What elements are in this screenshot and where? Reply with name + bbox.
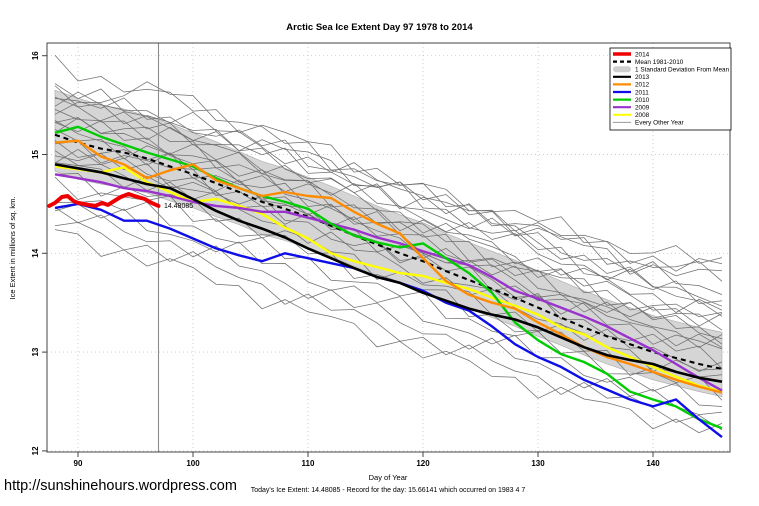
- x-tick-label-110: 110: [302, 459, 315, 468]
- series-2013: [54, 163, 723, 383]
- legend-entry-2014: 2014: [613, 51, 650, 58]
- series-mean-1981-2010: [54, 133, 723, 370]
- x-axis-label: Day of Year: [369, 473, 408, 482]
- legend-label: Every Other Year: [635, 120, 685, 127]
- series-2008: [54, 165, 723, 393]
- legend-label: 2009: [635, 105, 650, 112]
- today-extent-caption: Today's Ice Extent: 14.48085 - Record fo…: [251, 487, 526, 494]
- x-tick-label-100: 100: [186, 459, 200, 468]
- legend-entry-2008: 2008: [613, 112, 650, 119]
- y-tick-label-14: 14: [31, 248, 40, 257]
- every-other-year-line: [54, 117, 723, 307]
- every-other-year-line: [54, 96, 723, 327]
- legend-entry-2011: 2011: [613, 89, 649, 96]
- every-other-year-line: [54, 148, 723, 340]
- every-other-year-line: [54, 85, 723, 272]
- x-tick-label-130: 130: [531, 459, 545, 468]
- legend-label: Mean 1981-2010: [635, 59, 684, 66]
- every-other-year-line: [54, 81, 723, 282]
- every-other-year-line: [54, 153, 723, 369]
- std-dev-band: [54, 89, 723, 397]
- series-2014: [47, 192, 161, 208]
- legend-entry-2010: 2010: [613, 97, 650, 104]
- legend-entry-every-other-year: Every Other Year: [613, 120, 685, 127]
- y-tick-label-13: 13: [31, 347, 40, 356]
- legend-label: 2008: [635, 112, 650, 119]
- plot-border: [46, 42, 731, 453]
- every-other-year-line: [54, 207, 723, 415]
- legend-entry-2013: 2013: [613, 74, 650, 81]
- y-axis-label: Ice Extent in millions of sq. km.: [8, 197, 17, 300]
- every-other-year-line: [54, 140, 723, 318]
- page-title: Arctic Sea Ice Extent Day 97 1978 to 201…: [286, 22, 473, 33]
- site-url[interactable]: http://sunshinehours.wordpress.com: [4, 478, 237, 494]
- y-tick-label-15: 15: [31, 150, 40, 159]
- legend-label: 2013: [635, 74, 650, 81]
- series-2010: [54, 125, 723, 430]
- x-tick-label-90: 90: [74, 459, 83, 468]
- x-tick-label-140: 140: [646, 459, 660, 468]
- legend-label: 2014: [635, 51, 650, 58]
- every-other-year-line: [54, 150, 723, 372]
- every-other-year-line: [54, 222, 723, 431]
- legend-entry-1-standard-deviation-from-mean: 1 Standard Deviation From Mean: [613, 66, 730, 74]
- legend-label: 2010: [635, 97, 650, 104]
- legend-entry-2012: 2012: [613, 82, 650, 89]
- series-2012: [54, 139, 723, 394]
- y-tick-label-16: 16: [31, 51, 40, 60]
- every-other-year-line: [54, 129, 723, 313]
- every-other-year-line: [54, 200, 723, 401]
- every-other-year-line: [54, 83, 723, 295]
- x-tick-label-120: 120: [416, 459, 430, 468]
- tick-marks: [42, 55, 654, 457]
- legend-label: 2011: [635, 89, 649, 96]
- legend-label: 2012: [635, 82, 650, 89]
- extent-annotation: 14.48085: [164, 203, 193, 210]
- plot-layer: 14.48085 90 100 110 120 130 140 12 13 14 15 16 2014M…: [31, 42, 732, 468]
- legend-entry-2009: 2009: [613, 105, 650, 112]
- legend-band-swatch: [613, 66, 631, 73]
- legend-entry-mean-1981-2010: Mean 1981-2010: [613, 59, 684, 66]
- legend-label: 1 Standard Deviation From Mean: [635, 67, 730, 74]
- every-other-year-line: [54, 229, 723, 434]
- every-other-year-line: [54, 120, 723, 348]
- series-2009: [54, 173, 723, 392]
- y-tick-label-12: 12: [31, 446, 40, 455]
- every-other-year-line: [54, 109, 723, 264]
